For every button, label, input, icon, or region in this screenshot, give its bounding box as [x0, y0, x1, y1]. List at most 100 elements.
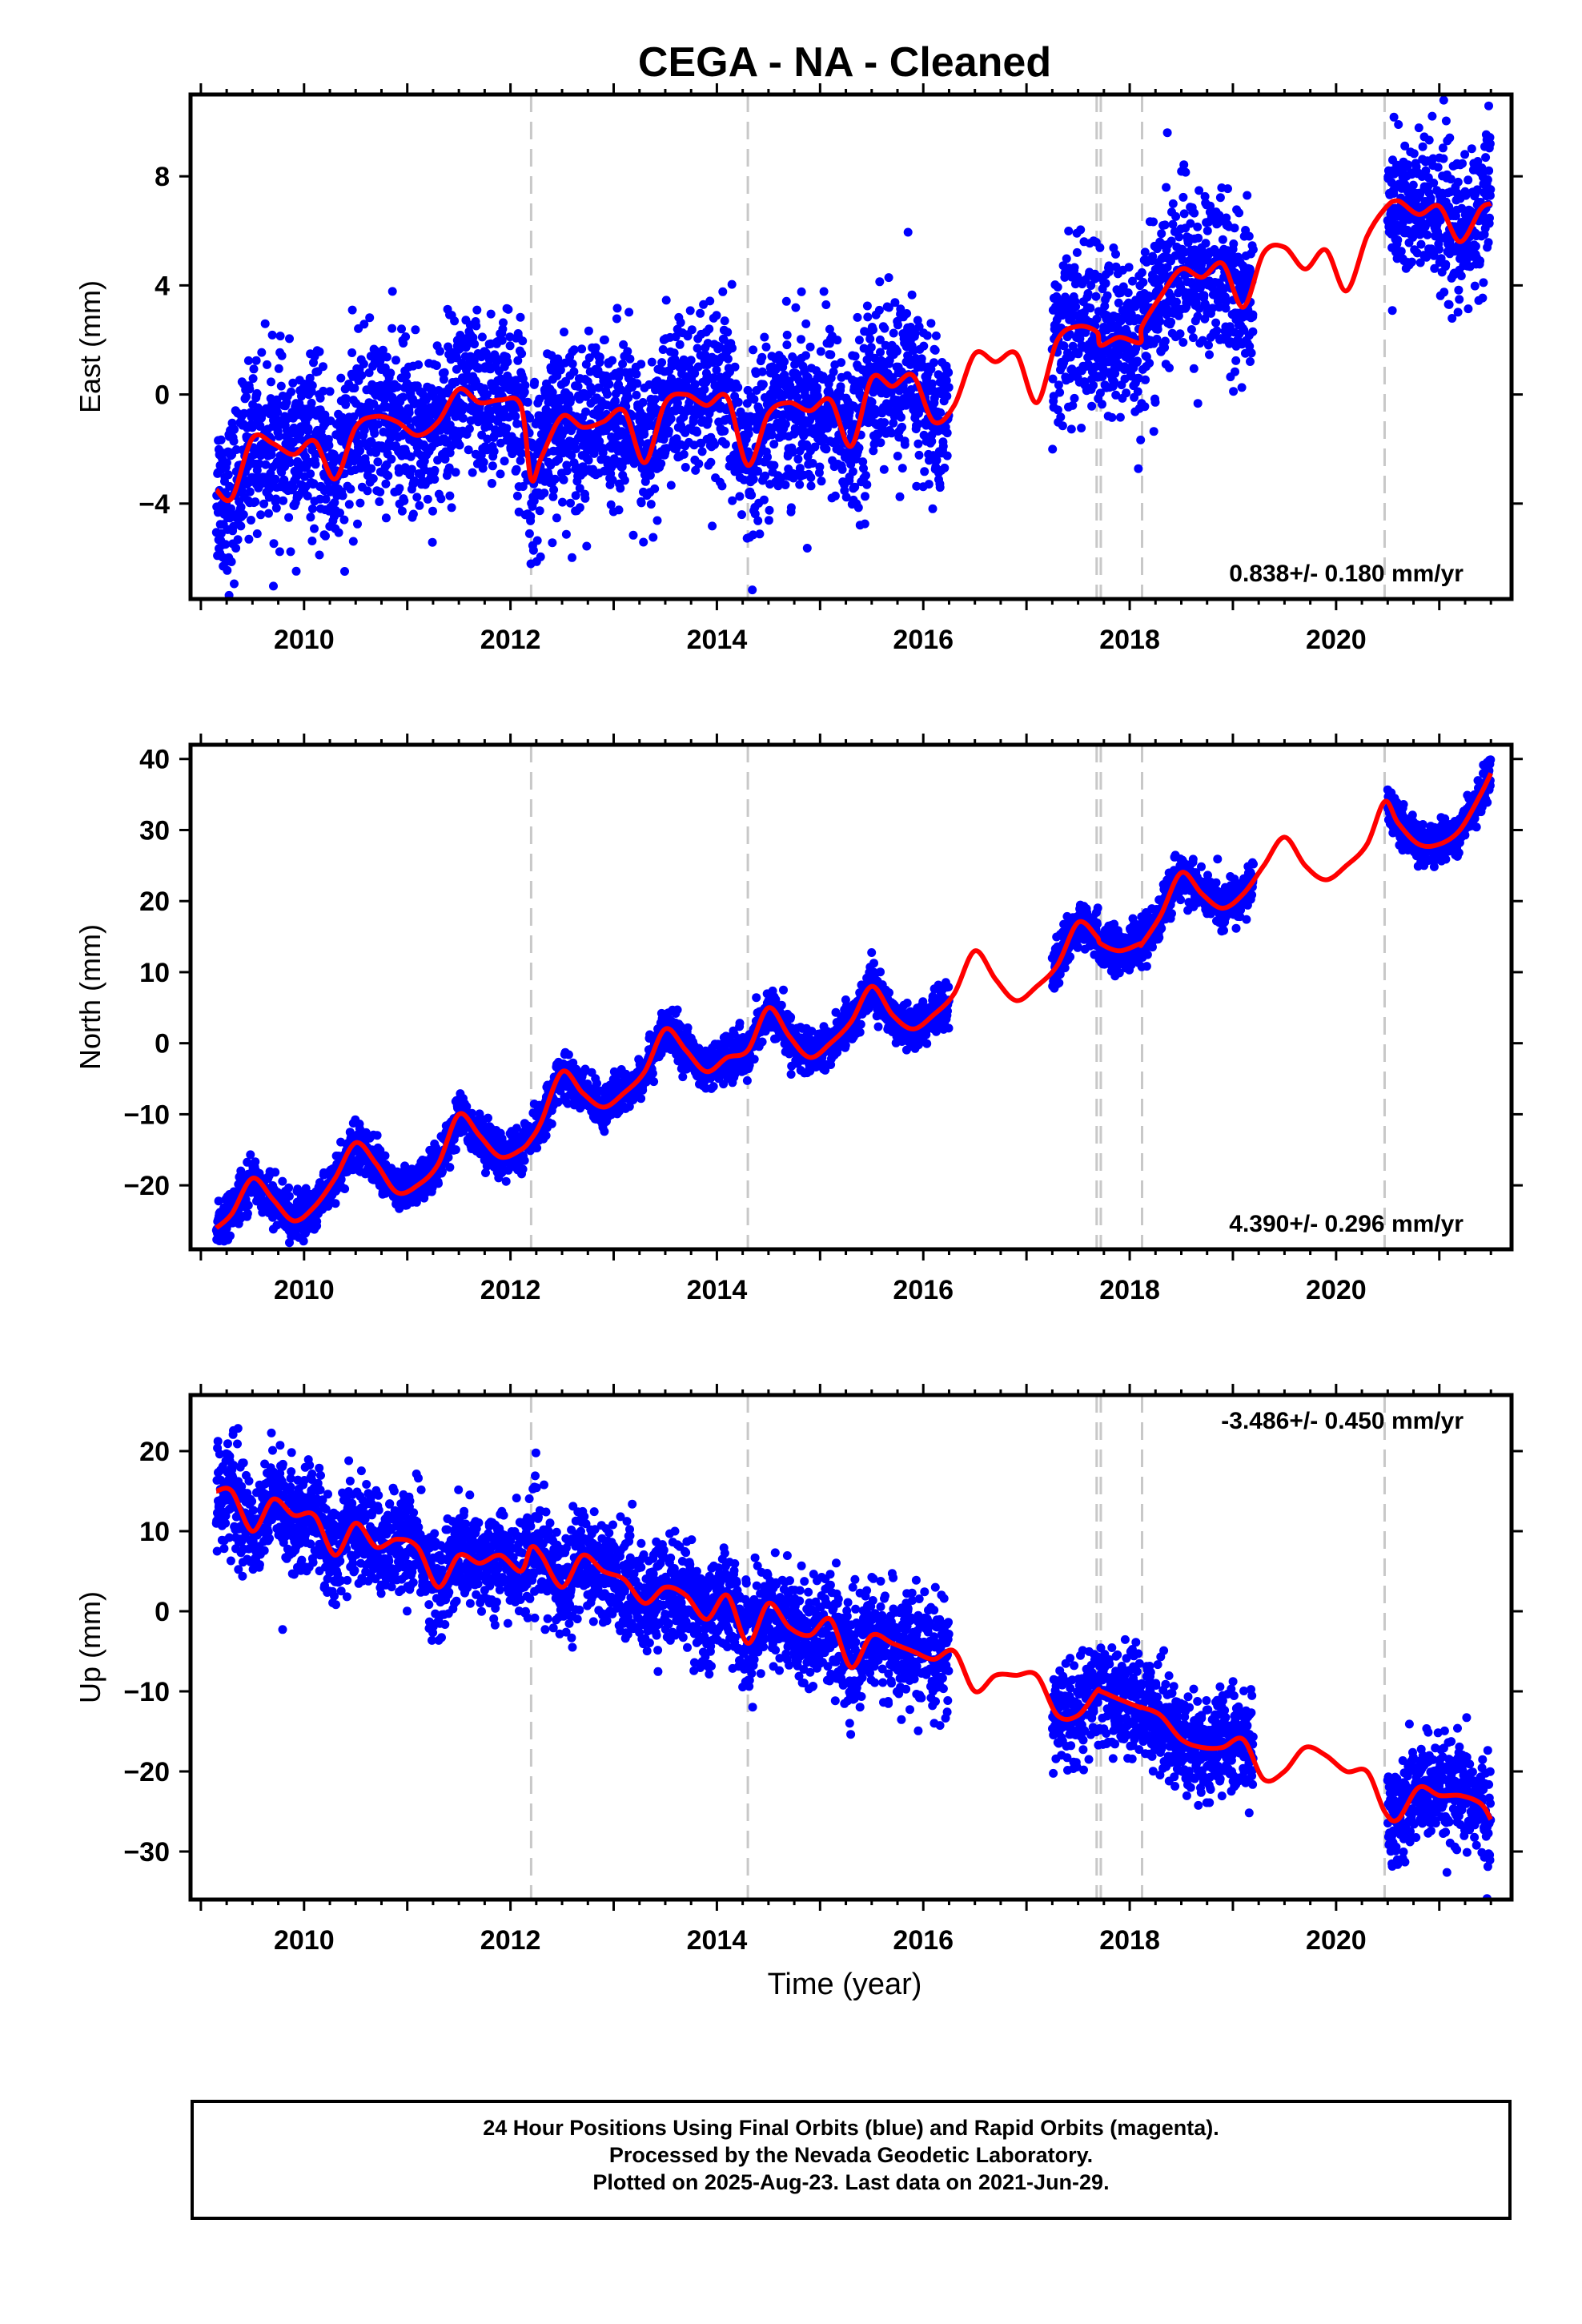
data-point	[614, 505, 624, 515]
data-point	[549, 485, 559, 495]
data-point	[348, 537, 358, 546]
data-point	[440, 454, 450, 464]
data-point	[735, 492, 745, 501]
data-point	[271, 504, 281, 513]
data-point	[1416, 239, 1426, 249]
data-point	[291, 566, 301, 576]
data-point	[1150, 397, 1160, 407]
data-point	[273, 408, 283, 417]
data-point	[747, 490, 757, 500]
data-point	[520, 388, 529, 396]
data-point	[286, 458, 295, 467]
data-point	[1247, 348, 1256, 358]
data-point	[1188, 333, 1198, 343]
data-point	[869, 446, 878, 456]
data-point	[548, 388, 557, 397]
data-point	[1137, 267, 1146, 277]
data-point	[1444, 300, 1454, 309]
data-point	[913, 439, 923, 448]
data-point	[1433, 163, 1443, 172]
data-point	[486, 309, 496, 319]
data-point	[216, 435, 226, 444]
data-point	[1215, 303, 1224, 312]
data-point	[1439, 95, 1448, 105]
data-point	[619, 340, 628, 349]
data-point	[863, 312, 873, 322]
data-point	[683, 332, 693, 341]
data-point	[769, 460, 779, 470]
data-point	[671, 332, 681, 342]
data-point	[1052, 292, 1062, 301]
data-point	[893, 320, 902, 330]
data-point	[306, 513, 315, 522]
data-point	[907, 290, 917, 300]
data-point	[632, 369, 641, 379]
data-point	[850, 482, 860, 492]
data-point	[525, 413, 535, 423]
data-point	[781, 296, 791, 306]
data-point	[826, 350, 836, 360]
data-point	[1430, 263, 1439, 273]
data-point	[1179, 209, 1189, 219]
data-point	[733, 383, 743, 392]
data-point	[1221, 304, 1231, 313]
data-point	[303, 491, 312, 501]
data-point	[696, 308, 705, 318]
data-point	[307, 504, 317, 513]
data-point	[753, 516, 763, 525]
x-tick-label: 2016	[893, 625, 954, 655]
data-point	[1157, 229, 1166, 239]
data-point	[1218, 235, 1227, 244]
data-point	[1056, 412, 1066, 422]
plot-frame	[188, 92, 1514, 601]
data-point	[451, 468, 460, 477]
data-point	[315, 550, 324, 560]
data-point	[744, 429, 753, 439]
data-point	[573, 382, 583, 391]
data-point	[594, 383, 604, 392]
data-point	[1231, 356, 1241, 365]
data-point	[1155, 316, 1165, 326]
data-point	[897, 412, 905, 422]
data-point	[236, 521, 246, 531]
data-point	[869, 325, 877, 335]
data-point	[335, 509, 344, 517]
data-point	[764, 516, 773, 525]
data-point	[368, 474, 378, 484]
data-point	[1074, 349, 1083, 359]
data-point	[528, 545, 538, 555]
data-point	[625, 354, 635, 364]
data-point	[382, 352, 391, 362]
data-point	[687, 325, 697, 335]
data-point	[681, 463, 690, 472]
data-point	[1429, 179, 1439, 187]
data-point	[730, 362, 740, 372]
data-point	[1145, 359, 1154, 368]
data-point	[373, 420, 383, 429]
data-point	[782, 340, 792, 350]
data-point	[727, 279, 737, 289]
data-point	[359, 320, 369, 329]
data-point	[648, 533, 658, 542]
data-point	[1152, 334, 1162, 344]
data-point	[1387, 306, 1397, 316]
data-point	[705, 324, 714, 334]
data-point	[862, 355, 872, 364]
data-point	[387, 287, 397, 296]
data-point	[1485, 213, 1494, 223]
x-tick-label: 2012	[480, 625, 541, 655]
data-point	[1423, 230, 1432, 239]
data-point	[259, 499, 269, 509]
data-point	[728, 496, 737, 505]
data-point	[865, 334, 875, 344]
data-point	[1148, 251, 1158, 261]
data-point	[1485, 139, 1495, 148]
data-point	[728, 344, 737, 353]
data-point	[267, 377, 275, 387]
data-point	[1243, 191, 1252, 200]
data-point	[383, 471, 393, 480]
data-point	[910, 328, 920, 338]
data-point	[464, 424, 474, 433]
data-point	[1083, 289, 1093, 298]
data-point	[284, 1183, 294, 1192]
